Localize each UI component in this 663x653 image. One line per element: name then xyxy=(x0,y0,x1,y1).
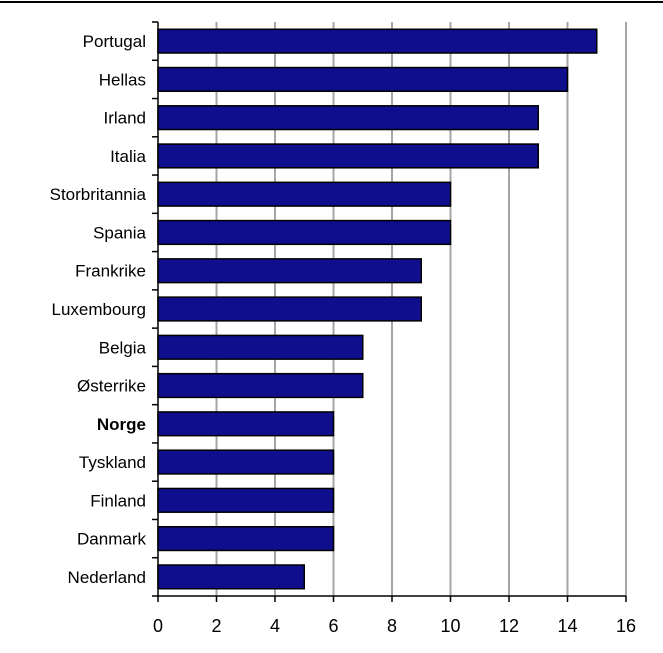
category-label: Italia xyxy=(110,147,146,166)
bar-italia xyxy=(157,143,539,169)
bar-danmark xyxy=(157,525,335,552)
category-label: Spania xyxy=(93,223,146,242)
bar-spania xyxy=(157,219,452,246)
x-tick-label: 12 xyxy=(499,616,519,636)
x-tick-label: 4 xyxy=(270,616,280,636)
category-label: Portugal xyxy=(83,32,146,51)
x-tick-label: 16 xyxy=(616,616,636,636)
category-label: Norge xyxy=(97,415,146,434)
category-label: Finland xyxy=(90,491,146,510)
bar-frankrike xyxy=(157,258,422,284)
category-label: Danmark xyxy=(77,530,146,549)
category-label: Luxembourg xyxy=(51,300,146,319)
bar-irland xyxy=(157,105,539,131)
bar-portugal xyxy=(157,28,598,54)
axes xyxy=(152,21,627,602)
x-tick-label: 8 xyxy=(387,616,397,636)
bar-storbritannia xyxy=(157,181,452,207)
x-tick-label: 2 xyxy=(211,616,221,636)
category-label: Hellas xyxy=(99,70,146,89)
x-tick-label: 14 xyxy=(557,616,577,636)
category-label: Storbritannia xyxy=(50,185,147,204)
x-tick-label: 0 xyxy=(153,616,163,636)
bar-nederland xyxy=(157,564,305,590)
category-label: Østerrike xyxy=(77,377,146,396)
bar-belgia xyxy=(157,334,364,360)
category-label: Nederland xyxy=(68,568,146,587)
category-labels: Portugal Hellas Irland Italia Storbritannia S… xyxy=(50,32,147,587)
bar-luxembourg xyxy=(157,296,422,322)
bars xyxy=(157,28,598,590)
x-tick-label: 6 xyxy=(328,616,338,636)
bar-østerrike xyxy=(157,372,364,399)
bar-norge xyxy=(157,411,335,437)
category-label: Tyskland xyxy=(79,453,146,472)
category-label: Belgia xyxy=(99,338,147,357)
x-tick-labels: 0 2 4 6 8 10 12 14 16 xyxy=(153,616,636,636)
bar-tyskland xyxy=(157,449,335,475)
category-label: Frankrike xyxy=(75,262,146,281)
bar-hellas xyxy=(157,66,569,93)
bar-finland xyxy=(157,487,335,513)
category-label: Irland xyxy=(103,109,146,128)
x-tick-label: 10 xyxy=(440,616,460,636)
